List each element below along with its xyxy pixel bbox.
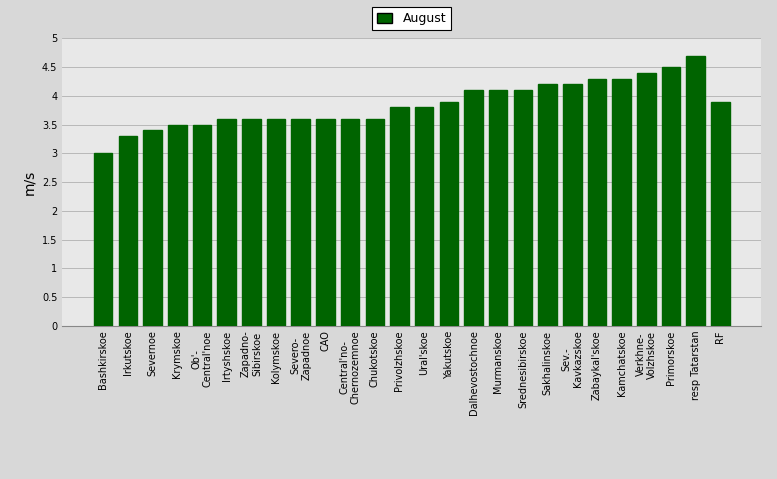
Bar [143, 130, 162, 326]
Bar [465, 90, 483, 326]
Bar [119, 136, 138, 326]
Bar [514, 90, 532, 326]
Bar [563, 84, 581, 326]
Bar [365, 119, 384, 326]
Bar [440, 102, 458, 326]
Bar [267, 119, 285, 326]
Bar [316, 119, 335, 326]
Bar [168, 125, 186, 326]
Bar [612, 79, 631, 326]
Bar [94, 153, 113, 326]
Bar [218, 119, 236, 326]
Bar [415, 107, 434, 326]
Bar [538, 84, 557, 326]
Bar [193, 125, 211, 326]
Bar [341, 119, 359, 326]
Y-axis label: m/s: m/s [23, 170, 37, 194]
Legend: August: August [372, 7, 451, 30]
Bar [662, 67, 681, 326]
Bar [390, 107, 409, 326]
Bar [291, 119, 310, 326]
Bar [242, 119, 260, 326]
Bar [587, 79, 606, 326]
Bar [489, 90, 507, 326]
Bar [637, 73, 656, 326]
Bar [686, 56, 705, 326]
Bar [711, 102, 730, 326]
